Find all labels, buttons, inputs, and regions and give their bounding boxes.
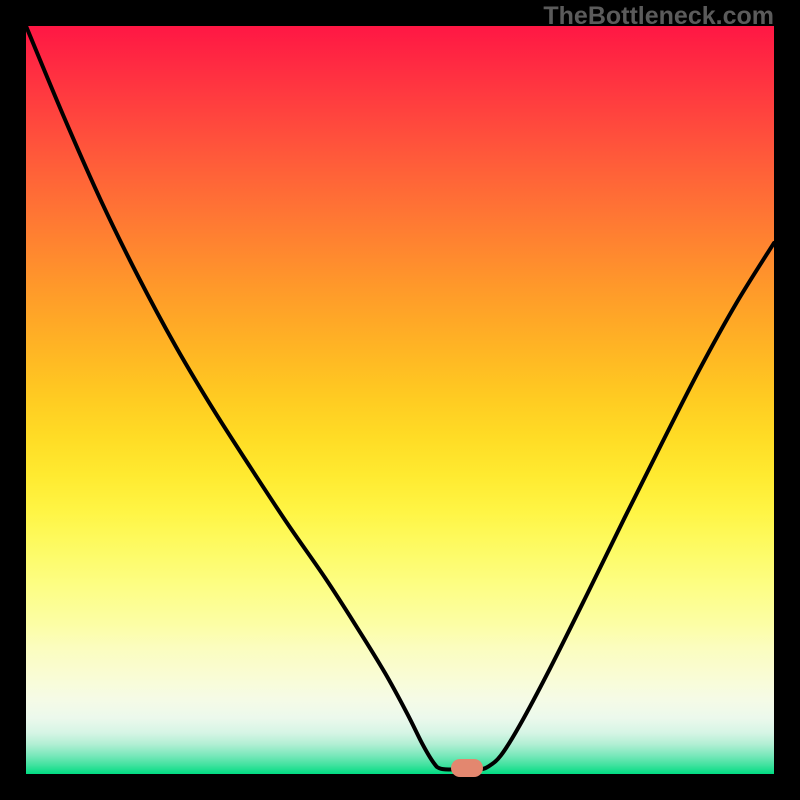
optimal-marker <box>451 759 483 777</box>
chart-container: TheBottleneck.com <box>0 0 800 800</box>
watermark-text: TheBottleneck.com <box>543 2 774 31</box>
plot-area <box>26 26 774 774</box>
gradient-background <box>26 26 774 774</box>
